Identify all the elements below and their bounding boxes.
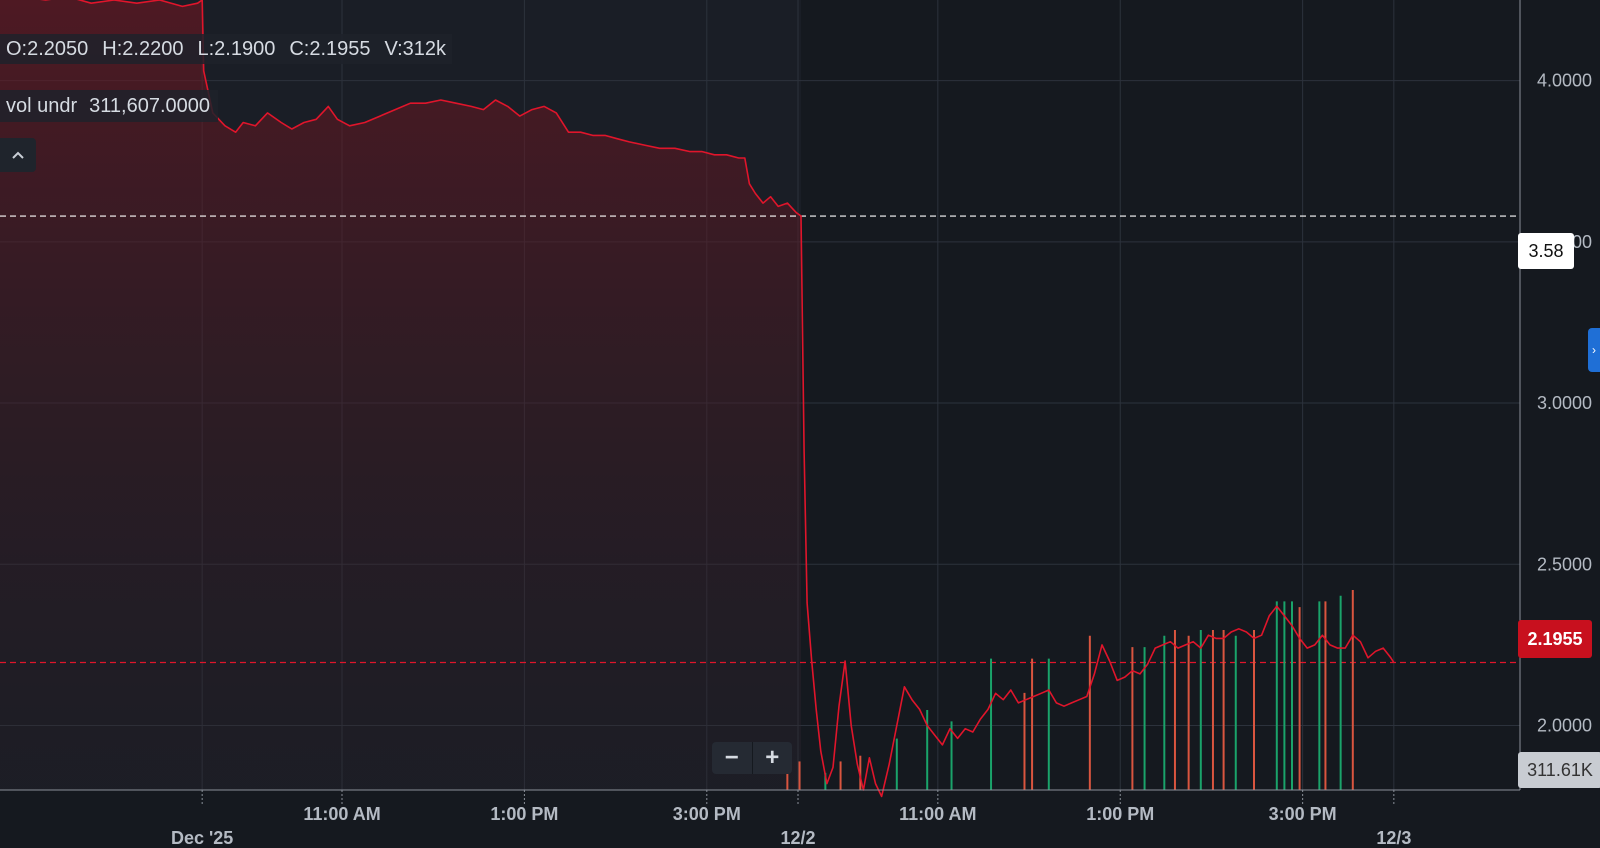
zoom-controls: − + — [712, 742, 792, 774]
zoom-in-button[interactable]: + — [751, 742, 793, 774]
zoom-out-button[interactable]: − — [724, 744, 739, 771]
side-panel-toggle[interactable]: › — [1588, 328, 1600, 372]
x-tick-label: 3:00 PM — [1269, 804, 1337, 824]
ohlc-readout: O:2.2050 H:2.2200 L:2.1900 C:2.1955 V:31… — [0, 34, 453, 64]
prior-day-area — [0, 0, 802, 790]
ohlc-close: C:2.1955 — [289, 37, 371, 60]
x-tick-label: Dec '25 — [171, 828, 233, 848]
last-price-tag: 2.1955 — [1518, 620, 1592, 658]
ohlc-high: H:2.2200 — [102, 37, 184, 60]
x-tick-label: 11:00 AM — [899, 804, 976, 824]
y-tick-label: 2.5000 — [1537, 554, 1592, 574]
volume-tooltip-value: 311,607.0000 — [89, 94, 211, 117]
collapse-legend-button[interactable] — [0, 138, 36, 172]
x-tick-label: 12/2 — [780, 828, 815, 848]
x-tick-label: 3:00 PM — [673, 804, 741, 824]
x-tick-label: 1:00 PM — [490, 804, 558, 824]
reference-price-tag: 3.58 — [1518, 233, 1574, 269]
volume-tooltip-label: vol undr — [6, 94, 78, 117]
y-tick-label: 3.0000 — [1537, 393, 1592, 413]
volume-scale-tag: 311.61K — [1518, 752, 1600, 788]
y-tick-label: 2.0000 — [1537, 716, 1592, 736]
price-line — [39, 0, 1395, 798]
volume-tooltip: vol undr 311,607.0000 — [0, 90, 219, 122]
x-tick-label: 12/3 — [1376, 828, 1411, 848]
ohlc-volume: V:312k — [384, 37, 447, 60]
x-tick-label: 11:00 AM — [303, 804, 380, 824]
y-tick-label: 4.0000 — [1537, 71, 1592, 91]
chevron-right-icon: › — [1592, 343, 1596, 357]
x-tick-label: 1:00 PM — [1086, 804, 1154, 824]
ohlc-low: L:2.1900 — [197, 37, 276, 60]
ohlc-open: O:2.2050 — [6, 37, 89, 60]
chevron-up-icon — [12, 151, 24, 159]
